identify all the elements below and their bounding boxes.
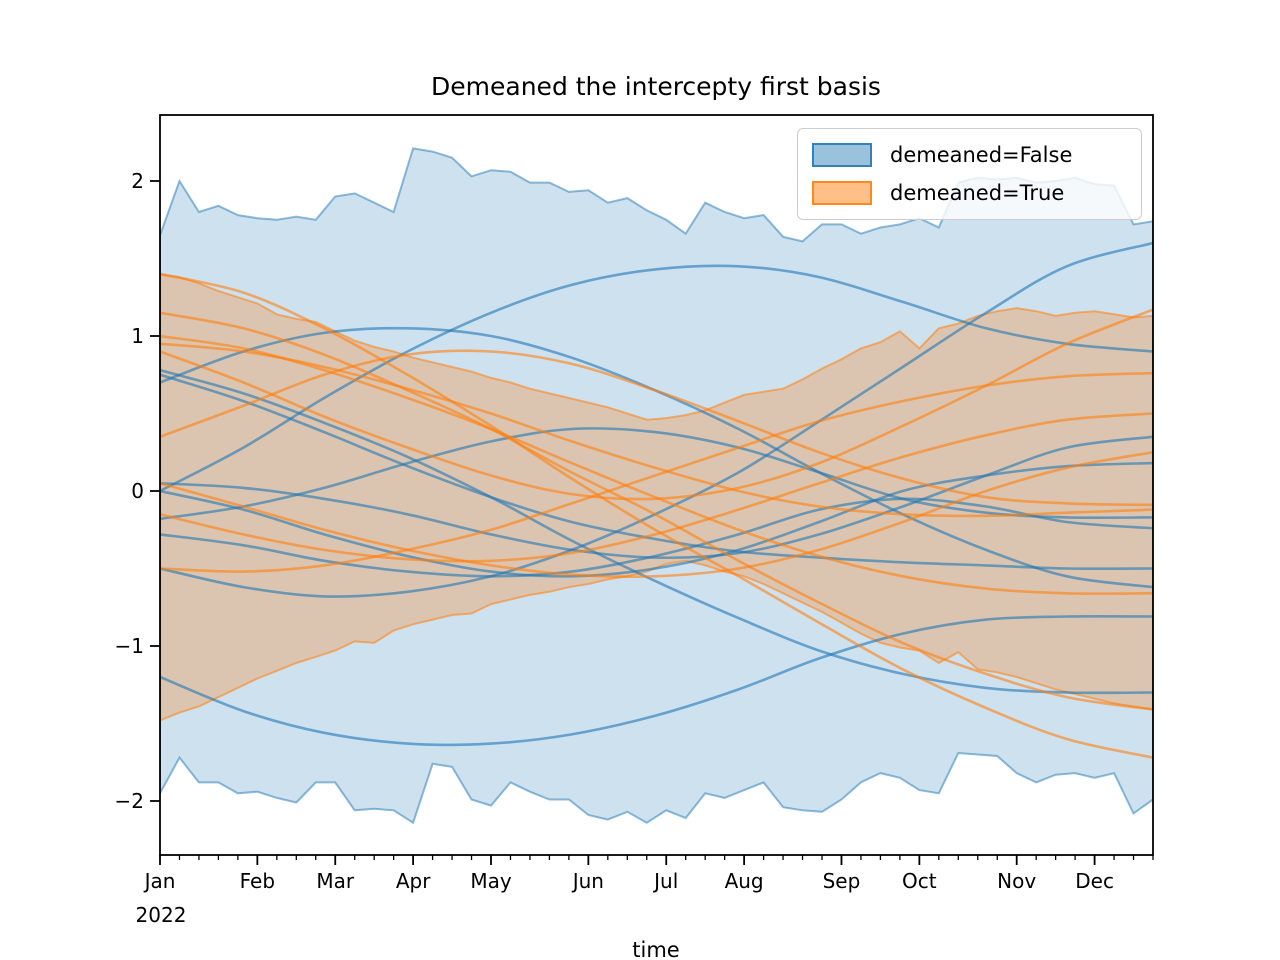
x-tick-label-jul: Jul xyxy=(652,869,678,893)
legend-entry-demeaned-false: demeaned=False xyxy=(812,136,1127,174)
legend-swatch-demeaned-true-icon xyxy=(812,181,872,205)
series-line-false-6 xyxy=(160,427,1153,521)
x-tick-label-may: May xyxy=(470,869,512,893)
legend: demeaned=False demeaned=True xyxy=(797,128,1142,220)
y-tick-label-0: 0 xyxy=(131,479,144,503)
series-line-true-6 xyxy=(160,451,1153,579)
x-tick-label-nov: Nov xyxy=(997,869,1036,893)
series-line-true-1 xyxy=(160,272,1153,759)
x-tick-label-feb: Feb xyxy=(240,869,275,893)
series-line-true-2 xyxy=(160,311,1153,711)
series-line-true-4 xyxy=(160,342,1153,518)
chart-title: Demeaned the intercepty first basis xyxy=(431,72,881,101)
band-demeaned-false xyxy=(160,147,1153,825)
x-tick-label-jan: Jan xyxy=(143,869,176,893)
x-tick-label-sep: Sep xyxy=(823,869,861,893)
series-line-false-10 xyxy=(160,373,1153,571)
axes-frame xyxy=(159,114,1154,856)
legend-label: demeaned=True xyxy=(890,181,1065,205)
series-line-true-7 xyxy=(160,412,1153,563)
y-tick-label-neg2: −2 xyxy=(115,789,144,813)
series-line-true-3 xyxy=(160,334,1153,595)
x-tick-label-aug: Aug xyxy=(725,869,764,893)
x-tick-label-apr: Apr xyxy=(396,869,431,893)
plot-region xyxy=(160,147,1153,825)
x-tick-label-mar: Mar xyxy=(316,869,355,893)
x-axis-label: time xyxy=(632,938,680,960)
legend-swatch-demeaned-false-icon xyxy=(812,143,872,167)
y-tick-label-2: 2 xyxy=(131,169,144,193)
series-line-false-8 xyxy=(160,614,1153,747)
y-tick-label-1: 1 xyxy=(131,324,144,348)
series-line-false-1 xyxy=(160,264,1153,493)
x-axis-year-label: 2022 xyxy=(135,903,187,927)
series-line-true-5 xyxy=(160,349,1153,507)
series-line-false-5 xyxy=(160,461,1153,578)
series-line-false-3 xyxy=(160,368,1153,695)
legend-entry-demeaned-true: demeaned=True xyxy=(812,174,1127,212)
x-tick-label-jun: Jun xyxy=(571,869,604,893)
y-tick-label-neg1: −1 xyxy=(115,634,144,658)
x-tick-label-oct: Oct xyxy=(902,869,937,893)
series-line-false-7 xyxy=(160,497,1153,578)
x-tick-label-dec: Dec xyxy=(1075,869,1114,893)
series-line-true-9 xyxy=(160,308,1153,501)
legend-label: demeaned=False xyxy=(890,143,1073,167)
